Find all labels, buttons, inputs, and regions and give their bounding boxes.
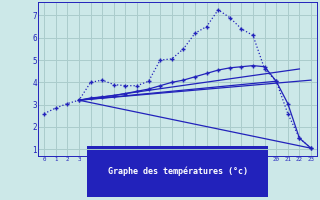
X-axis label: Graphe des températures (°c): Graphe des températures (°c) bbox=[108, 167, 248, 176]
